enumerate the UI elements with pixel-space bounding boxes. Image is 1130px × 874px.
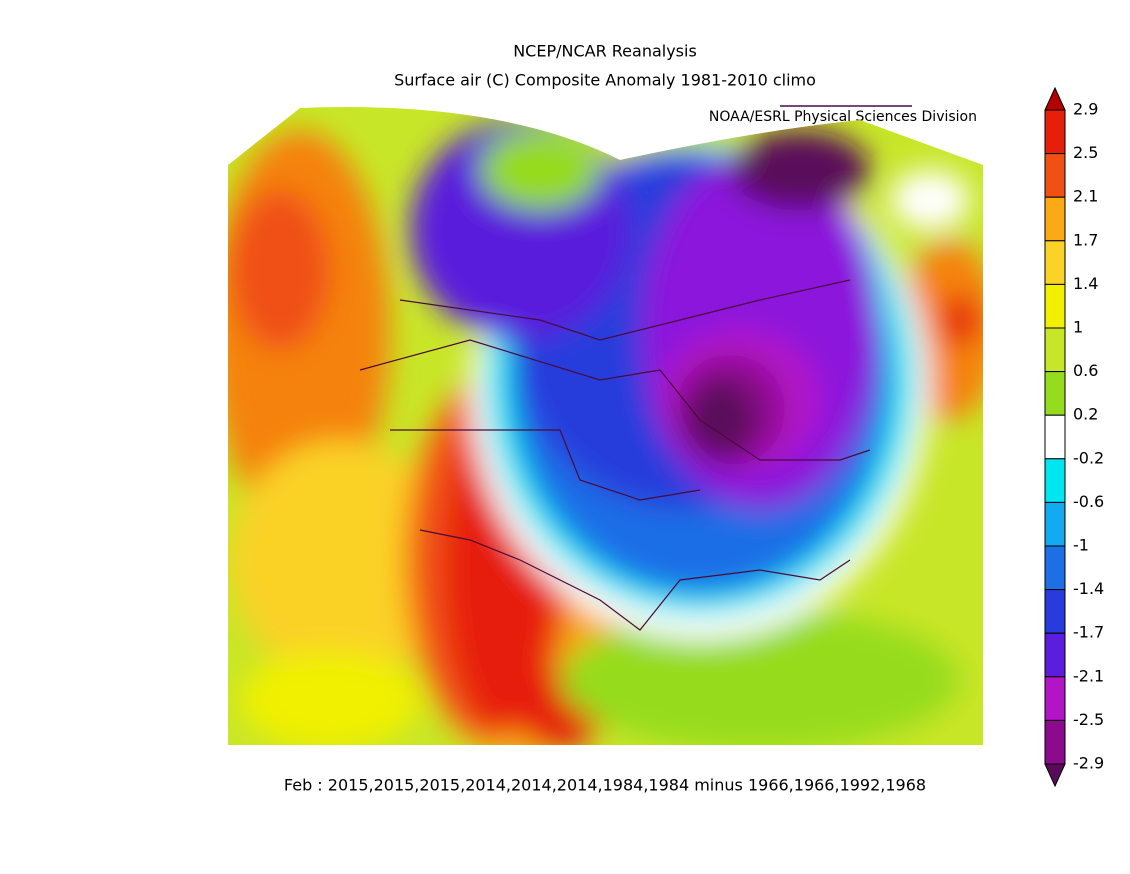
colorbar-bin — [1044, 545, 1066, 591]
colorbar-label: -1.4 — [1073, 579, 1104, 598]
attribution: NOAA/ESRL Physical Sciences Division — [709, 109, 977, 125]
colorbar-label: 0.6 — [1073, 361, 1098, 380]
colorbar-bin — [1044, 327, 1066, 373]
footer: Feb : 2015,2015,2015,2014,2014,2014,1984… — [284, 776, 926, 795]
borders — [359, 279, 871, 631]
subtitle: Surface air (C) Composite Anomaly 1981-2… — [394, 71, 816, 90]
colorbar-bin — [1044, 109, 1066, 155]
colorbar-bin — [1044, 501, 1066, 547]
colorbar-label: 1 — [1073, 318, 1083, 337]
colorbar-bin — [1044, 719, 1066, 765]
colorbar-bin — [1044, 196, 1066, 242]
colorbar-bin — [1044, 371, 1066, 416]
colorbar-label: 2.5 — [1073, 143, 1098, 162]
colorbar-triangle — [1044, 86, 1066, 111]
colorbar-label: -2.9 — [1073, 754, 1104, 773]
title: NCEP/NCAR Reanalysis — [513, 42, 697, 61]
colorbar-label: -2.1 — [1073, 666, 1104, 685]
colorbar-bin — [1044, 458, 1066, 503]
colorbar: 2.9 2.5 2.1 1.7 1.4 1 0.6 0.2 -0.2 -0.6 -1 -1.4 -1.7… — [1044, 86, 1104, 788]
colorbar-bin — [1044, 414, 1066, 460]
colorbar-label: 1.4 — [1073, 274, 1098, 293]
colorbar-bin — [1044, 283, 1066, 329]
colorbar-bin — [1044, 153, 1066, 198]
colorbar-label: -0.6 — [1073, 492, 1104, 511]
colorbar-label: 2.1 — [1073, 187, 1098, 206]
colorbar-label: 1.7 — [1073, 230, 1098, 249]
colorbar-label: -1.7 — [1073, 623, 1104, 642]
colorbar-label: -1 — [1073, 536, 1089, 555]
colorbar-bin — [1044, 632, 1066, 678]
map — [228, 107, 983, 745]
colorbar-bin — [1044, 589, 1066, 634]
colorbar-bin — [1044, 240, 1066, 285]
colorbar-label: 2.9 — [1073, 100, 1098, 119]
colorbar-label: -2.5 — [1073, 710, 1104, 729]
colorbar-bin — [1044, 676, 1066, 721]
colorbar-label: -0.2 — [1073, 448, 1104, 467]
colorbar-triangle — [1044, 763, 1066, 788]
colorbar-label: 0.2 — [1073, 405, 1098, 424]
